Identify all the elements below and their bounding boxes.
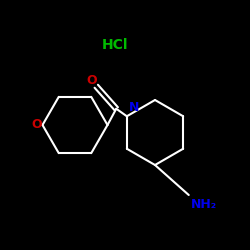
- Text: NH₂: NH₂: [191, 198, 218, 210]
- Text: O: O: [31, 118, 42, 132]
- Text: HCl: HCl: [102, 38, 128, 52]
- Text: N: N: [129, 101, 139, 114]
- Text: O: O: [86, 74, 97, 86]
